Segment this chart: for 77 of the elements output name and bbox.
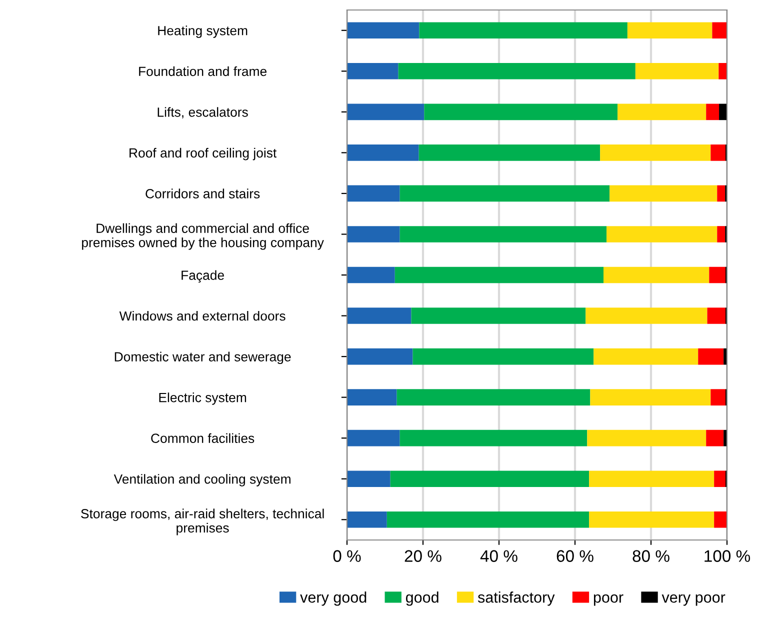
bar xyxy=(347,430,400,446)
legend-label: poor xyxy=(594,594,624,606)
legend-label: very good xyxy=(300,592,366,606)
bar xyxy=(718,63,727,80)
x-tick-label: 60 % xyxy=(556,550,594,562)
x-tick-label: 40 % xyxy=(480,550,518,562)
bar xyxy=(717,185,726,202)
bar xyxy=(714,470,726,487)
bar xyxy=(347,348,413,365)
bar xyxy=(396,389,590,406)
bar xyxy=(400,430,588,446)
bar xyxy=(424,104,618,120)
bar xyxy=(347,511,387,528)
bar xyxy=(719,104,727,120)
bar xyxy=(386,511,590,528)
y-tick-label: Electric system xyxy=(159,392,246,405)
bar xyxy=(627,22,712,39)
y-tick-label: Roof and roof ceiling joist xyxy=(130,148,277,160)
bar xyxy=(347,185,400,202)
bar xyxy=(590,389,711,406)
y-tick-label: Storage rooms, air-raid shelters, technical premises xyxy=(81,508,324,536)
bar xyxy=(412,348,594,365)
bar xyxy=(589,511,714,528)
bar xyxy=(606,226,718,242)
bar xyxy=(710,389,726,406)
bar xyxy=(347,226,400,242)
bar xyxy=(594,348,698,365)
y-tick-label: Windows and external doors xyxy=(119,310,286,321)
bar xyxy=(390,470,590,487)
bar xyxy=(400,185,610,202)
bar xyxy=(589,470,714,487)
x-tick-label: 80 % xyxy=(632,550,670,562)
bar xyxy=(347,63,398,80)
bar xyxy=(419,22,628,39)
bar xyxy=(347,144,419,161)
y-tick-label: Heating system xyxy=(158,26,248,38)
bar xyxy=(586,308,708,324)
bar xyxy=(604,266,710,284)
bar xyxy=(347,104,424,120)
bar xyxy=(706,430,724,446)
y-tick-label: Common facilities xyxy=(151,433,254,443)
bar xyxy=(706,104,720,120)
y-tick-label: Dwellings and commercial and office premises owned by the housing company xyxy=(82,223,324,250)
y-tick-label: Lifts, escalators xyxy=(158,107,248,118)
bar xyxy=(347,266,395,284)
bar xyxy=(347,22,420,39)
x-tick-label: 100 % xyxy=(704,550,750,562)
bar xyxy=(709,266,726,284)
x-tick-label: 0 % xyxy=(333,550,361,562)
bar xyxy=(635,63,719,80)
legend-label: satisfactory xyxy=(478,592,555,606)
bar xyxy=(610,185,718,202)
y-tick-label: Corridors and stairs xyxy=(146,188,260,198)
legend-label: very poor xyxy=(662,594,726,606)
bar xyxy=(347,389,397,406)
bar xyxy=(411,308,586,324)
bar xyxy=(400,226,607,242)
bar xyxy=(418,144,600,161)
bar xyxy=(347,470,390,487)
bar xyxy=(714,511,727,528)
bar xyxy=(618,104,706,120)
bar xyxy=(707,308,726,324)
bar xyxy=(698,348,724,365)
y-tick-label: Domestic water and sewerage xyxy=(114,352,291,364)
y-tick-label: Ventilation and cooling system xyxy=(114,474,290,486)
bar xyxy=(710,144,726,161)
x-tick-label: 20 % xyxy=(404,550,442,562)
bar xyxy=(712,22,727,39)
bar xyxy=(600,144,711,161)
y-tick-label: Foundation and frame xyxy=(139,66,267,76)
legend-label: good xyxy=(406,592,438,606)
y-tick-label: Façade xyxy=(182,270,224,283)
bar xyxy=(347,308,412,324)
bar xyxy=(717,226,726,242)
bar xyxy=(587,430,706,446)
bar xyxy=(394,266,604,284)
bar xyxy=(398,63,636,80)
